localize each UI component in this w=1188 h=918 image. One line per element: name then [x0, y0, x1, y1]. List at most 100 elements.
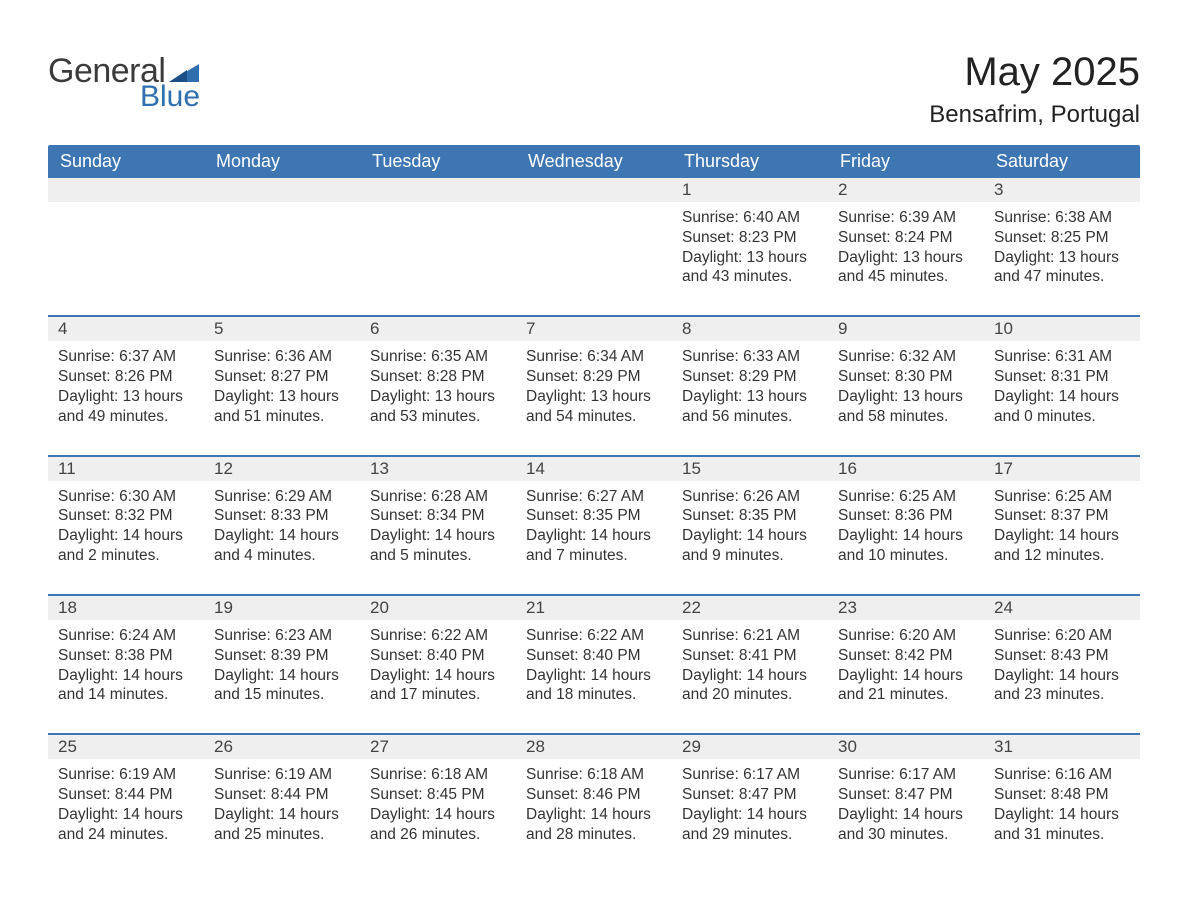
daylight-line: Daylight: 14 hours and 5 minutes.: [370, 526, 506, 566]
sunrise-line: Sunrise: 6:40 AM: [682, 208, 818, 228]
sunrise-line: Sunrise: 6:25 AM: [838, 487, 974, 507]
daylight-line: Daylight: 14 hours and 14 minutes.: [58, 666, 194, 706]
daylight-line: Daylight: 13 hours and 51 minutes.: [214, 387, 350, 427]
day-number-cell: 24: [984, 596, 1140, 620]
daylight-line: Daylight: 14 hours and 23 minutes.: [994, 666, 1130, 706]
sunset-line: Sunset: 8:39 PM: [214, 646, 350, 666]
day-detail-cell: Sunrise: 6:38 AMSunset: 8:25 PMDaylight:…: [984, 202, 1140, 316]
logo-mark-icon: [169, 60, 199, 82]
weekday-header: Tuesday: [360, 145, 516, 178]
day-number-cell: 25: [48, 735, 204, 759]
weekday-header: Friday: [828, 145, 984, 178]
sunset-line: Sunset: 8:48 PM: [994, 785, 1130, 805]
day-number-cell: 31: [984, 735, 1140, 759]
sunset-line: Sunset: 8:40 PM: [370, 646, 506, 666]
daylight-line: Daylight: 14 hours and 26 minutes.: [370, 805, 506, 845]
sunrise-line: Sunrise: 6:18 AM: [526, 765, 662, 785]
day-detail-cell: Sunrise: 6:23 AMSunset: 8:39 PMDaylight:…: [204, 620, 360, 734]
sunset-line: Sunset: 8:30 PM: [838, 367, 974, 387]
sunrise-line: Sunrise: 6:21 AM: [682, 626, 818, 646]
sunset-line: Sunset: 8:46 PM: [526, 785, 662, 805]
weekday-header: Thursday: [672, 145, 828, 178]
day-detail-cell: Sunrise: 6:40 AMSunset: 8:23 PMDaylight:…: [672, 202, 828, 316]
sunrise-line: Sunrise: 6:31 AM: [994, 347, 1130, 367]
day-number-cell: 20: [360, 596, 516, 620]
day-number-cell: 9: [828, 317, 984, 341]
sunrise-line: Sunrise: 6:17 AM: [838, 765, 974, 785]
calendar-header: Sunday Monday Tuesday Wednesday Thursday…: [48, 145, 1140, 178]
sunset-line: Sunset: 8:29 PM: [526, 367, 662, 387]
sunrise-line: Sunrise: 6:26 AM: [682, 487, 818, 507]
sunrise-line: Sunrise: 6:38 AM: [994, 208, 1130, 228]
day-number-cell: 18: [48, 596, 204, 620]
day-number-cell: 30: [828, 735, 984, 759]
daylight-line: Daylight: 14 hours and 17 minutes.: [370, 666, 506, 706]
day-number-cell: [360, 178, 516, 202]
day-detail-cell: Sunrise: 6:24 AMSunset: 8:38 PMDaylight:…: [48, 620, 204, 734]
sunrise-line: Sunrise: 6:17 AM: [682, 765, 818, 785]
day-number-cell: 16: [828, 457, 984, 481]
day-number-cell: [48, 178, 204, 202]
day-number-cell: 23: [828, 596, 984, 620]
daylight-line: Daylight: 14 hours and 7 minutes.: [526, 526, 662, 566]
daylight-line: Daylight: 14 hours and 29 minutes.: [682, 805, 818, 845]
day-detail-cell: Sunrise: 6:25 AMSunset: 8:37 PMDaylight:…: [984, 481, 1140, 595]
day-detail-cell: Sunrise: 6:17 AMSunset: 8:47 PMDaylight:…: [828, 759, 984, 872]
day-detail-cell: Sunrise: 6:22 AMSunset: 8:40 PMDaylight:…: [516, 620, 672, 734]
sunset-line: Sunset: 8:29 PM: [682, 367, 818, 387]
daylight-line: Daylight: 14 hours and 4 minutes.: [214, 526, 350, 566]
day-detail-cell: Sunrise: 6:35 AMSunset: 8:28 PMDaylight:…: [360, 341, 516, 455]
sunset-line: Sunset: 8:26 PM: [58, 367, 194, 387]
day-detail-cell: Sunrise: 6:20 AMSunset: 8:42 PMDaylight:…: [828, 620, 984, 734]
day-number-cell: 27: [360, 735, 516, 759]
sunrise-line: Sunrise: 6:32 AM: [838, 347, 974, 367]
day-number-cell: 21: [516, 596, 672, 620]
sunrise-line: Sunrise: 6:22 AM: [370, 626, 506, 646]
calendar-table: Sunday Monday Tuesday Wednesday Thursday…: [48, 145, 1140, 873]
day-detail-cell: Sunrise: 6:26 AMSunset: 8:35 PMDaylight:…: [672, 481, 828, 595]
sunset-line: Sunset: 8:36 PM: [838, 506, 974, 526]
sunrise-line: Sunrise: 6:19 AM: [214, 765, 350, 785]
day-detail-cell: [516, 202, 672, 316]
sunrise-line: Sunrise: 6:18 AM: [370, 765, 506, 785]
sunrise-line: Sunrise: 6:22 AM: [526, 626, 662, 646]
daylight-line: Daylight: 14 hours and 12 minutes.: [994, 526, 1130, 566]
day-number-cell: 26: [204, 735, 360, 759]
day-number-cell: 17: [984, 457, 1140, 481]
sunset-line: Sunset: 8:42 PM: [838, 646, 974, 666]
day-detail-cell: [360, 202, 516, 316]
day-number-cell: 14: [516, 457, 672, 481]
day-number-cell: 28: [516, 735, 672, 759]
day-detail-cell: Sunrise: 6:28 AMSunset: 8:34 PMDaylight:…: [360, 481, 516, 595]
day-detail-cell: Sunrise: 6:31 AMSunset: 8:31 PMDaylight:…: [984, 341, 1140, 455]
day-number-cell: 11: [48, 457, 204, 481]
day-detail-cell: Sunrise: 6:33 AMSunset: 8:29 PMDaylight:…: [672, 341, 828, 455]
day-number-row: 18192021222324: [48, 596, 1140, 620]
day-detail-row: Sunrise: 6:30 AMSunset: 8:32 PMDaylight:…: [48, 481, 1140, 595]
day-detail-row: Sunrise: 6:40 AMSunset: 8:23 PMDaylight:…: [48, 202, 1140, 316]
sunset-line: Sunset: 8:24 PM: [838, 228, 974, 248]
day-number-row: 45678910: [48, 317, 1140, 341]
daylight-line: Daylight: 13 hours and 49 minutes.: [58, 387, 194, 427]
daylight-line: Daylight: 14 hours and 25 minutes.: [214, 805, 350, 845]
weekday-header: Wednesday: [516, 145, 672, 178]
day-number-row: 123: [48, 178, 1140, 202]
day-detail-cell: Sunrise: 6:32 AMSunset: 8:30 PMDaylight:…: [828, 341, 984, 455]
day-number-row: 25262728293031: [48, 735, 1140, 759]
topbar: General Blue May 2025 Bensafrim, Portuga…: [48, 40, 1140, 139]
day-detail-cell: Sunrise: 6:30 AMSunset: 8:32 PMDaylight:…: [48, 481, 204, 595]
day-detail-cell: Sunrise: 6:29 AMSunset: 8:33 PMDaylight:…: [204, 481, 360, 595]
sunrise-line: Sunrise: 6:29 AM: [214, 487, 350, 507]
sunrise-line: Sunrise: 6:28 AM: [370, 487, 506, 507]
daylight-line: Daylight: 13 hours and 43 minutes.: [682, 248, 818, 288]
daylight-line: Daylight: 14 hours and 28 minutes.: [526, 805, 662, 845]
logo: General Blue: [48, 40, 200, 112]
daylight-line: Daylight: 14 hours and 0 minutes.: [994, 387, 1130, 427]
weekday-header: Monday: [204, 145, 360, 178]
day-detail-cell: Sunrise: 6:17 AMSunset: 8:47 PMDaylight:…: [672, 759, 828, 872]
sunset-line: Sunset: 8:23 PM: [682, 228, 818, 248]
daylight-line: Daylight: 13 hours and 56 minutes.: [682, 387, 818, 427]
sunrise-line: Sunrise: 6:24 AM: [58, 626, 194, 646]
day-number-cell: 15: [672, 457, 828, 481]
daylight-line: Daylight: 14 hours and 21 minutes.: [838, 666, 974, 706]
